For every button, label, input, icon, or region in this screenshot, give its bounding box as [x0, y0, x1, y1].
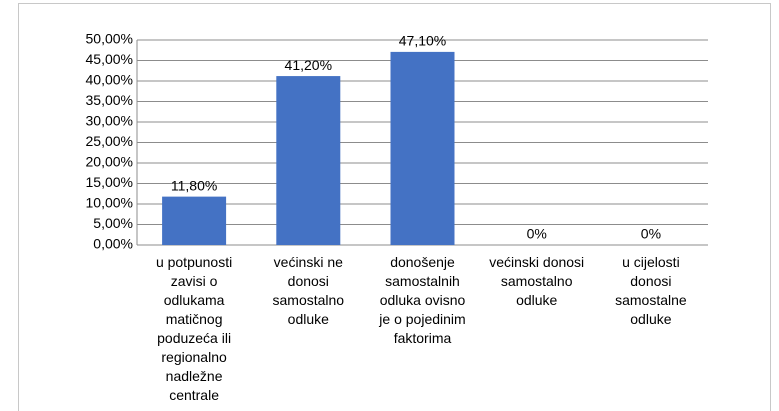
y-tick-label: 25,00% [86, 133, 133, 149]
bar [390, 51, 455, 245]
x-tick-label-line: centrale [169, 387, 219, 403]
x-tick-label-line: odluke [516, 292, 557, 308]
x-tick-label-line: je o pojedinim [378, 311, 465, 327]
x-tick-label-line: donošenje [390, 254, 455, 270]
chart-frame [18, 3, 771, 411]
x-tick-label-line: faktorima [394, 330, 452, 346]
x-tick-label-line: odluke [630, 311, 671, 327]
x-tick-label: u cijelosti donosi samostalne odluke [615, 254, 687, 327]
y-tick-label: 40,00% [86, 72, 133, 88]
y-tick-label: 10,00% [86, 195, 133, 211]
x-tick-label-line: samostalnih [385, 273, 460, 289]
x-tick-label-line: donosi [630, 273, 671, 289]
data-label: 11,80% [171, 177, 217, 193]
x-tick-label-line: odluka ovisno [380, 292, 466, 308]
x-tick-label: u potpunosti zavisi o odlukama matičnog podu… [156, 254, 232, 403]
bar [276, 76, 341, 245]
x-tick-label-line: većinski ne [274, 254, 343, 270]
y-tick-label: 30,00% [86, 113, 133, 129]
x-tick-label-line: u potpunosti [156, 254, 232, 270]
x-tick-label-line: poduzeća ili [157, 330, 231, 346]
x-tick-label: donošenje samostalnih odluka ovisno je o po… [378, 254, 465, 346]
y-tick-label: 15,00% [86, 174, 133, 190]
data-label: 0% [641, 226, 661, 242]
x-tick-label-line: donosi [288, 273, 329, 289]
y-tick-label: 5,00% [93, 215, 133, 231]
x-tick-label-line: samostalno [501, 273, 573, 289]
x-tick-label: većinski donosi samostalno odluke [489, 254, 584, 308]
y-tick-label: 50,00% [86, 31, 133, 47]
x-tick-label-line: matičnog [166, 311, 223, 327]
y-tick-label: 20,00% [86, 154, 133, 170]
x-tick-label-line: u cijelosti [622, 254, 680, 270]
x-tick-label-line: nadležne [166, 368, 223, 384]
bar [162, 196, 227, 245]
x-tick-label-line: samostalno [273, 292, 345, 308]
y-tick-label: 0,00% [93, 236, 133, 252]
data-label: 41,20% [285, 57, 332, 73]
x-tick-label-line: samostalne [615, 292, 687, 308]
x-tick-label-line: regionalno [161, 349, 227, 365]
x-tick-label-line: odluke [288, 311, 329, 327]
x-tick-label-line: zavisi o [171, 273, 218, 289]
x-tick-label-line: odlukama [164, 292, 225, 308]
data-label: 0% [527, 226, 547, 242]
x-tick-label: većinski ne donosi samostalno odluke [273, 254, 345, 327]
x-tick-label-line: većinski donosi [489, 254, 584, 270]
data-label: 47,10% [399, 33, 446, 49]
y-tick-label: 45,00% [86, 51, 133, 67]
y-tick-label: 35,00% [86, 92, 133, 108]
